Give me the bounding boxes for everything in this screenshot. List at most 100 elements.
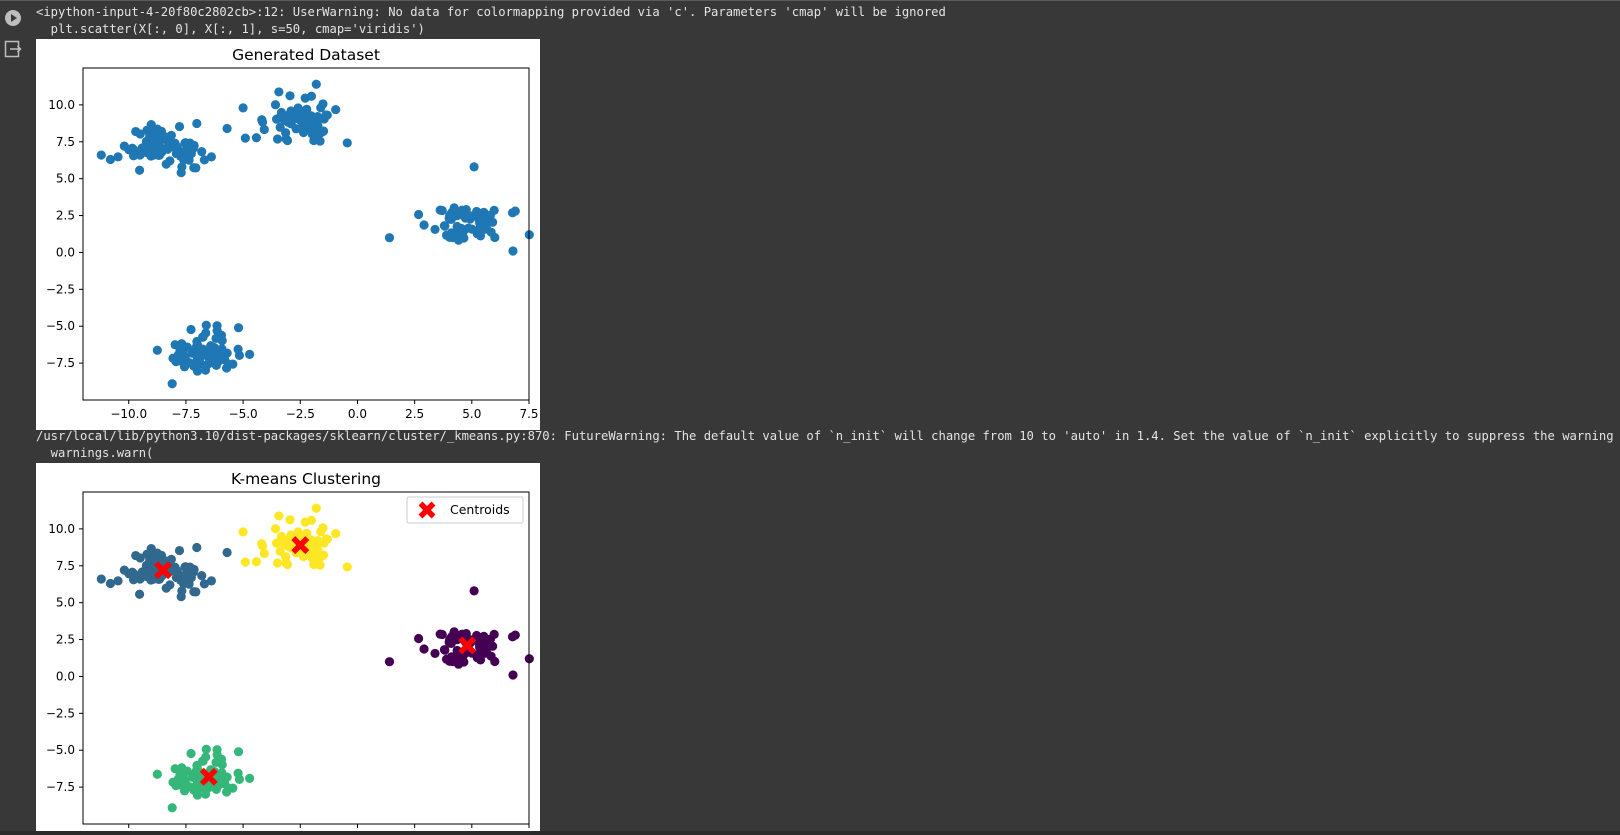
data-point — [311, 79, 321, 89]
data-point — [206, 341, 216, 351]
output-redirect-icon[interactable] — [4, 40, 22, 58]
data-point — [477, 214, 487, 224]
data-point — [184, 155, 194, 165]
data-point — [437, 205, 447, 216]
data-point — [259, 124, 269, 135]
data-point — [167, 803, 177, 813]
data-point — [285, 515, 295, 525]
cell-top-border — [0, 0, 1620, 1]
data-point — [439, 645, 450, 655]
data-point — [309, 559, 319, 570]
data-point — [216, 330, 227, 340]
y-tick-label: −5.0 — [46, 743, 75, 757]
data-point — [197, 332, 208, 342]
data-point — [177, 339, 187, 349]
centroid-stroke — [291, 536, 310, 555]
y-tick-label: 10.0 — [48, 522, 75, 536]
y-tick-label: 0.0 — [56, 245, 75, 259]
centroid-stroke — [154, 561, 172, 580]
data-point — [489, 629, 499, 639]
data-point — [179, 362, 190, 372]
data-point — [119, 141, 129, 151]
data-point — [257, 117, 268, 127]
data-point — [178, 349, 189, 359]
data-point — [174, 121, 185, 132]
data-point — [475, 655, 486, 665]
data-point — [508, 670, 518, 680]
data-point — [311, 503, 321, 513]
data-point — [430, 224, 440, 235]
data-point — [186, 324, 196, 335]
data-point — [153, 150, 163, 160]
data-point — [176, 168, 186, 178]
kmeans-clustering-chart: K-means Clustering −7.5 −5.0 −2.5 0.0 2.5 5.0 7… — [46, 470, 534, 828]
data-point — [419, 644, 429, 654]
data-point — [413, 633, 424, 644]
data-point — [113, 576, 123, 586]
data-point — [234, 774, 245, 784]
x-tick-label: 7.5 — [519, 407, 538, 421]
data-point — [251, 133, 262, 143]
data-point — [171, 148, 181, 159]
data-point — [193, 783, 203, 793]
data-point — [486, 651, 496, 661]
centroid-marker — [199, 767, 218, 786]
data-point — [384, 657, 395, 667]
data-point — [199, 155, 210, 165]
data-point — [179, 786, 190, 796]
data-point — [177, 763, 187, 773]
data-point — [178, 773, 189, 783]
y-tick-label: 7.5 — [56, 559, 75, 573]
y-tick-label: −5.0 — [46, 319, 75, 333]
data-point — [285, 540, 295, 550]
data-point — [282, 135, 293, 146]
data-point — [185, 562, 195, 572]
data-point — [146, 151, 156, 161]
data-point — [172, 780, 182, 790]
data-point — [223, 359, 234, 369]
data-point — [321, 534, 331, 544]
data-point — [298, 551, 309, 562]
data-point — [186, 748, 196, 759]
x-tick-label: −10.0 — [110, 407, 147, 421]
data-point — [152, 345, 162, 355]
data-point — [96, 574, 106, 584]
cell-bottom-border — [0, 831, 1620, 835]
data-point — [259, 548, 269, 559]
chart-title: K-means Clustering — [231, 470, 381, 488]
generated-dataset-chart: Generated Dataset −7.5 −5.0 −2.5 0.0 2.5 5.0 7.… — [46, 46, 539, 421]
data-point — [172, 356, 182, 366]
data-point — [471, 206, 482, 217]
data-point — [145, 133, 155, 144]
centroid-stroke — [418, 501, 436, 519]
data-point — [272, 134, 283, 144]
data-point — [245, 773, 255, 783]
data-point — [185, 138, 195, 148]
data-point — [201, 320, 211, 330]
data-point — [146, 575, 156, 585]
y-tick-label: 5.0 — [56, 172, 75, 186]
data-point — [199, 579, 210, 589]
data-point — [134, 165, 145, 175]
chart-title: Generated Dataset — [232, 46, 380, 64]
play-circle-icon[interactable] — [4, 9, 22, 27]
data-point — [508, 246, 518, 256]
data-point — [437, 629, 447, 640]
data-point — [152, 769, 162, 779]
data-point — [316, 103, 326, 113]
data-point — [439, 221, 450, 231]
data-point — [430, 648, 440, 659]
data-point — [510, 630, 520, 640]
data-point — [331, 528, 341, 539]
data-point — [469, 162, 479, 172]
data-point — [444, 656, 455, 666]
data-point — [251, 557, 262, 567]
legend-label: Centroids — [450, 502, 510, 517]
data-point — [238, 527, 248, 537]
data-point — [461, 205, 471, 215]
data-point — [189, 163, 199, 173]
data-point — [142, 549, 152, 559]
y-tick-label: 2.5 — [56, 633, 75, 647]
data-point — [238, 103, 248, 113]
data-point — [453, 659, 464, 669]
